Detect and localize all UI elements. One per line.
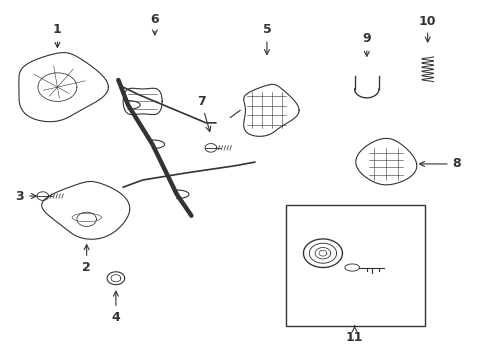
Text: 3: 3 xyxy=(16,190,36,203)
Text: 8: 8 xyxy=(419,157,461,170)
Text: 2: 2 xyxy=(82,245,91,274)
Text: 6: 6 xyxy=(150,13,159,35)
Text: 4: 4 xyxy=(112,291,120,324)
Text: 5: 5 xyxy=(263,23,271,54)
Text: 10: 10 xyxy=(419,14,437,42)
Text: 9: 9 xyxy=(363,32,371,56)
Text: 1: 1 xyxy=(53,23,62,48)
Text: 7: 7 xyxy=(197,95,211,131)
Text: 11: 11 xyxy=(346,326,364,345)
Bar xyxy=(287,205,425,327)
